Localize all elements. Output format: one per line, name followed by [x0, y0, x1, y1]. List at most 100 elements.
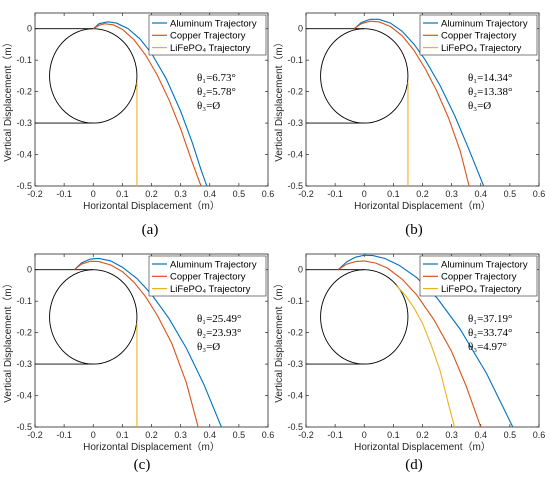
- legend-box: [148, 14, 267, 56]
- series-line-2: [92, 23, 202, 186]
- legend-entry: LiFePO₄ Trajectory: [170, 284, 251, 295]
- x-tick-label: 0.1: [387, 189, 400, 199]
- y-tick-label: -0.5: [16, 181, 32, 191]
- x-tick-label: 0.2: [145, 189, 158, 199]
- y-tick-label: -0.1: [16, 296, 32, 306]
- plot-contents: [306, 18, 485, 186]
- y-tick-label: 0: [27, 24, 32, 34]
- y-tick-label: -0.1: [287, 296, 303, 306]
- x-tick-label: 0.4: [474, 430, 487, 440]
- y-tick-label: -0.4: [287, 150, 303, 160]
- x-tick-label: 0: [362, 189, 367, 199]
- series-line-3: [395, 285, 456, 427]
- x-tick-label: 0.1: [116, 189, 129, 199]
- legend: Aluminum Trajectory Copper TrajectoryLiFe…: [148, 14, 267, 56]
- legend-entry: Copper Trajectory: [170, 272, 246, 283]
- y-tick-label: -0.2: [16, 87, 32, 97]
- y-tick-label: 0: [298, 24, 303, 34]
- angle-label: θ₂=23.93°: [197, 327, 241, 339]
- x-tick-label: 0.4: [203, 430, 216, 440]
- legend-entry: Copper Trajectory: [441, 272, 517, 283]
- x-tick-label: 0.6: [533, 430, 546, 440]
- x-tick-label: 0.3: [445, 189, 458, 199]
- legend-box: [148, 255, 267, 297]
- x-tick-label: -0.1: [327, 430, 343, 440]
- legend: Aluminum Trajectory Copper TrajectoryLiFe…: [419, 14, 538, 56]
- angle-label: θ₃=4.97°: [468, 341, 507, 353]
- legend: Aluminum Trajectory Copper TrajectoryLiFe…: [148, 255, 267, 297]
- y-axis-label: Vertical Displacement（m）: [2, 37, 14, 161]
- y-tick-label: -0.2: [16, 328, 32, 338]
- angle-label: θ₁=14.34°: [468, 72, 512, 84]
- x-tick-label: 0.3: [174, 189, 187, 199]
- x-tick-label: -0.1: [56, 430, 72, 440]
- chart-panel-1: -0.2 -0.1 0 0.1 0.2 0.3 0.4 0.5 0.6 0 -0.1 -0.2 -0.3…: [2, 12, 275, 238]
- y-tick-label: 0: [27, 265, 32, 275]
- x-tick-label: 0.6: [262, 189, 275, 199]
- angle-label: θ₃=Ø: [197, 100, 220, 112]
- y-axis-label: Vertical Displacement（m）: [273, 278, 285, 402]
- x-tick-label: 0.2: [416, 189, 429, 199]
- x-tick-label: 0.5: [504, 189, 517, 199]
- x-tick-label: -0.2: [298, 430, 314, 440]
- x-axis-label: Horizontal Displacement（m）: [83, 200, 220, 212]
- y-tick-label: 0: [298, 265, 303, 275]
- x-tick-label: 0: [91, 189, 96, 199]
- x-tick-label: 0: [362, 430, 367, 440]
- y-tick-label: -0.4: [16, 150, 32, 160]
- series-line-1: [353, 18, 485, 186]
- angle-label: θ₂=5.78°: [197, 86, 236, 98]
- x-tick-label: 0.1: [387, 430, 400, 440]
- y-tick-label: -0.1: [287, 55, 303, 65]
- legend-box: [419, 255, 538, 297]
- x-tick-label: 0.1: [116, 430, 129, 440]
- x-tick-label: 0.2: [416, 430, 429, 440]
- y-tick-label: -0.5: [16, 422, 32, 432]
- legend-entry: LiFePO₄ Trajectory: [441, 43, 522, 54]
- x-tick-label: 0.4: [474, 189, 487, 199]
- y-axis-label: Vertical Displacement（m）: [2, 278, 14, 402]
- angle-label: θ₁=25.49°: [197, 313, 241, 325]
- y-tick-label: -0.3: [16, 359, 32, 369]
- x-tick-label: -0.2: [298, 189, 314, 199]
- x-tick-label: 0.5: [504, 430, 517, 440]
- x-tick-label: -0.2: [27, 430, 43, 440]
- x-axis-label: Horizontal Displacement（m）: [354, 200, 491, 212]
- legend-entry: Copper Trajectory: [170, 31, 246, 42]
- angle-annotations: θ₁=6.73° θ₂=5.78° θ₃=Ø: [197, 72, 236, 112]
- x-tick-label: 0.6: [262, 430, 275, 440]
- angle-label: θ₂=13.38°: [468, 86, 512, 98]
- y-tick-label: -0.3: [287, 118, 303, 128]
- legend-box: [419, 14, 538, 56]
- chart-panel-2: -0.2 -0.1 0 0.1 0.2 0.3 0.4 0.5 0.6 0 -0.1 -0.2 -0.3…: [273, 12, 545, 238]
- legend-entry: LiFePO₄ Trajectory: [441, 284, 522, 295]
- angle-annotations: θ₁=14.34° θ₂=13.38° θ₃=Ø: [468, 72, 512, 112]
- series-line-2: [337, 260, 482, 427]
- x-tick-label: 0.3: [174, 430, 187, 440]
- x-tick-label: -0.2: [27, 189, 43, 199]
- angle-annotations: θ₁=25.49° θ₂=23.93° θ₃=Ø: [197, 313, 241, 353]
- x-axis-label: Horizontal Displacement（m）: [83, 441, 220, 453]
- y-tick-label: -0.2: [287, 328, 303, 338]
- y-tick-label: -0.1: [16, 55, 32, 65]
- angle-annotations: θ₁=37.19° θ₂=33.74° θ₃=4.97°: [468, 313, 512, 353]
- series-line-1: [92, 21, 208, 186]
- angle-label: θ₂=33.74°: [468, 327, 512, 339]
- legend-entry: Aluminum Trajectory: [441, 259, 528, 270]
- legend-entry: Aluminum Trajectory: [441, 18, 528, 29]
- x-tick-label: -0.1: [327, 189, 343, 199]
- plot-contents: [35, 21, 208, 186]
- legend-entry: LiFePO₄ Trajectory: [170, 43, 251, 54]
- legend: Aluminum Trajectory Copper TrajectoryLiFe…: [419, 255, 538, 297]
- panel-caption: (d): [405, 457, 423, 473]
- x-tick-label: 0.2: [145, 430, 158, 440]
- x-tick-label: 0: [91, 430, 96, 440]
- x-axis-label: Horizontal Displacement（m）: [354, 441, 491, 453]
- y-tick-label: -0.2: [287, 87, 303, 97]
- x-tick-label: 0.4: [203, 189, 216, 199]
- angle-label: θ₁=6.73°: [197, 72, 236, 84]
- y-tick-label: -0.3: [16, 118, 32, 128]
- y-tick-label: -0.5: [287, 422, 303, 432]
- series-line-2: [353, 20, 470, 186]
- panel-caption: (b): [405, 222, 423, 238]
